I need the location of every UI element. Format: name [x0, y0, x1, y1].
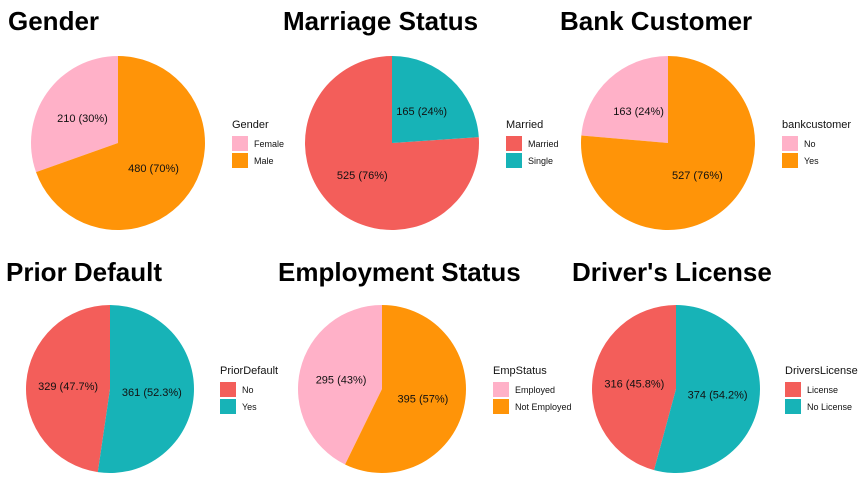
legend-entry: Yes [242, 402, 257, 412]
chart-title: Gender [8, 6, 99, 36]
legend-entry: No [804, 139, 816, 149]
slice-label: 527 (76%) [672, 170, 723, 182]
slice-label: 165 (24%) [396, 106, 447, 118]
legend-entry: Not Employed [515, 402, 572, 412]
chart-title: Employment Status [278, 257, 521, 287]
pie-slice [591, 305, 676, 471]
legend-swatch [220, 399, 236, 414]
pie-slice [345, 305, 467, 473]
slice-label: 480 (70%) [128, 163, 179, 175]
legend-entry: Yes [804, 156, 819, 166]
chart-title: Driver's License [572, 257, 772, 287]
pie-panel: Bank Customer 163 (24%) 527 (76%) bankcusto… [560, 6, 851, 231]
legend-entry: Single [528, 156, 553, 166]
legend-swatch [506, 153, 522, 168]
legend-swatch [785, 399, 801, 414]
legend-entry: License [807, 385, 838, 395]
legend-entry: No [242, 385, 254, 395]
pie-panel: Prior Default 329 (47.7%) 361 (52.3%) Prior… [6, 257, 278, 473]
pie-slice [580, 56, 755, 231]
chart-title: Marriage Status [283, 6, 478, 36]
legend-swatch [232, 136, 248, 151]
slice-label: 361 (52.3%) [122, 387, 182, 399]
legend-title: PriorDefault [220, 365, 278, 377]
legend-entry: Employed [515, 385, 555, 395]
slice-label: 374 (54.2%) [688, 390, 748, 402]
chart-title: Prior Default [6, 257, 162, 287]
legend-entry: Female [254, 139, 284, 149]
legend-entry: Male [254, 156, 274, 166]
slice-label: 329 (47.7%) [38, 381, 98, 393]
slice-label: 395 (57%) [398, 393, 449, 405]
legend-swatch [506, 136, 522, 151]
pie-panel: Driver's License 316 (45.8%) 374 (54.2%) Dr… [572, 257, 858, 474]
pie-slice [36, 56, 206, 230]
slice-label: 316 (45.8%) [604, 378, 664, 390]
legend-swatch [493, 399, 509, 414]
legend-entry: No License [807, 402, 852, 412]
chart-title: Bank Customer [560, 6, 752, 36]
legend-swatch [782, 153, 798, 168]
pie-slice [392, 56, 479, 143]
slice-label: 525 (76%) [337, 170, 388, 182]
pie-slice [31, 56, 118, 173]
legend-swatch [220, 382, 236, 397]
slice-label: 163 (24%) [613, 106, 664, 118]
slice-label: 295 (43%) [316, 375, 367, 387]
legend-title: Gender [232, 119, 269, 131]
legend-entry: Married [528, 139, 559, 149]
pie-panel: Gender 210 (30%) 480 (70%) Gender Female Male [8, 6, 284, 230]
pie-panel: Employment Status 295 (43%) 395 (57%) EmpSt… [278, 257, 572, 473]
legend-title: DriversLicense [785, 365, 858, 377]
legend-title: EmpStatus [493, 365, 547, 377]
pie-slice [97, 305, 194, 473]
legend-swatch [493, 382, 509, 397]
legend-swatch [785, 382, 801, 397]
pie-slice [25, 305, 110, 473]
slice-label: 210 (30%) [57, 113, 108, 125]
legend-swatch [232, 153, 248, 168]
legend-title: Married [506, 119, 543, 131]
pie-slice [654, 305, 760, 474]
legend-swatch [782, 136, 798, 151]
pie-panel: Marriage Status 525 (76%) 165 (24%) Married… [283, 6, 559, 230]
pie-slice [298, 305, 382, 465]
pie-slice [581, 56, 668, 143]
legend-title: bankcustomer [782, 119, 851, 131]
